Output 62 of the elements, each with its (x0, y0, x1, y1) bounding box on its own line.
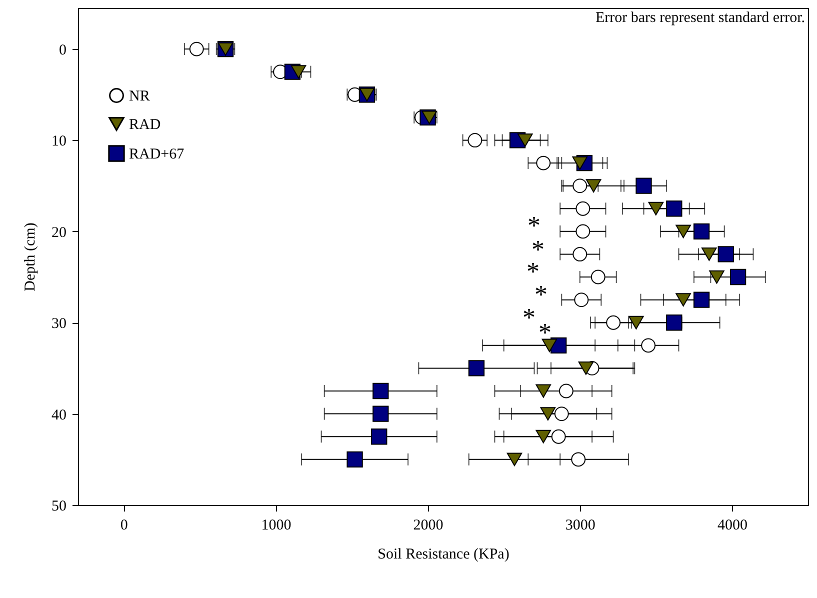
point (290, 65, 306, 79)
x-axis-title: Soil Resistance (KPa) (378, 546, 510, 562)
point (571, 452, 586, 467)
y-tick-label: 20 (52, 224, 66, 241)
point (554, 406, 569, 421)
x-tick-label: 3000 (565, 518, 596, 534)
legend-label: RAD (129, 117, 161, 133)
point (628, 316, 644, 330)
point (551, 429, 566, 444)
point (701, 248, 717, 261)
point (636, 178, 652, 194)
point (506, 452, 522, 466)
x-tick-label: 2000 (413, 518, 444, 534)
point (576, 224, 590, 239)
point (590, 270, 606, 284)
point (574, 292, 589, 308)
point (693, 292, 710, 308)
point (606, 315, 621, 330)
x-tick-label: 0 (120, 518, 128, 534)
point (542, 338, 558, 352)
legend-label: RAD+67 (129, 146, 185, 162)
point (730, 268, 746, 286)
point (572, 156, 588, 170)
point (346, 451, 363, 468)
point (372, 406, 389, 422)
point (189, 42, 204, 56)
point (558, 384, 574, 398)
point (536, 430, 552, 444)
y-tick-label: 50 (52, 498, 66, 514)
point (578, 362, 594, 375)
point (676, 224, 691, 238)
y-tick-label: 0 (59, 42, 66, 59)
x-tick-label: 1000 (261, 518, 292, 534)
point (572, 247, 588, 262)
point (666, 314, 682, 331)
point (371, 428, 388, 445)
point (372, 382, 389, 400)
y-tick-label: 10 (52, 134, 66, 150)
point (536, 156, 551, 170)
point (586, 179, 602, 193)
point (576, 201, 590, 216)
annotation: * (522, 303, 536, 332)
y-axis-title: Depth (cm) (22, 222, 38, 292)
point (517, 134, 533, 147)
point (641, 338, 656, 353)
point (693, 223, 710, 240)
point (709, 270, 724, 284)
point (648, 202, 664, 216)
point (536, 384, 552, 398)
x-tick-label: 4000 (717, 518, 748, 534)
point (676, 293, 691, 307)
y-tick-label: 40 (52, 407, 66, 424)
point (468, 133, 482, 148)
y-tick-label: 30 (52, 316, 66, 332)
legend-label: NR (129, 88, 150, 104)
point (540, 407, 556, 421)
point (572, 178, 588, 194)
point (468, 360, 485, 376)
annotation: * (538, 318, 552, 347)
annotation: Error bars represent standard error. (596, 10, 805, 26)
point (666, 200, 682, 217)
point (718, 246, 734, 262)
